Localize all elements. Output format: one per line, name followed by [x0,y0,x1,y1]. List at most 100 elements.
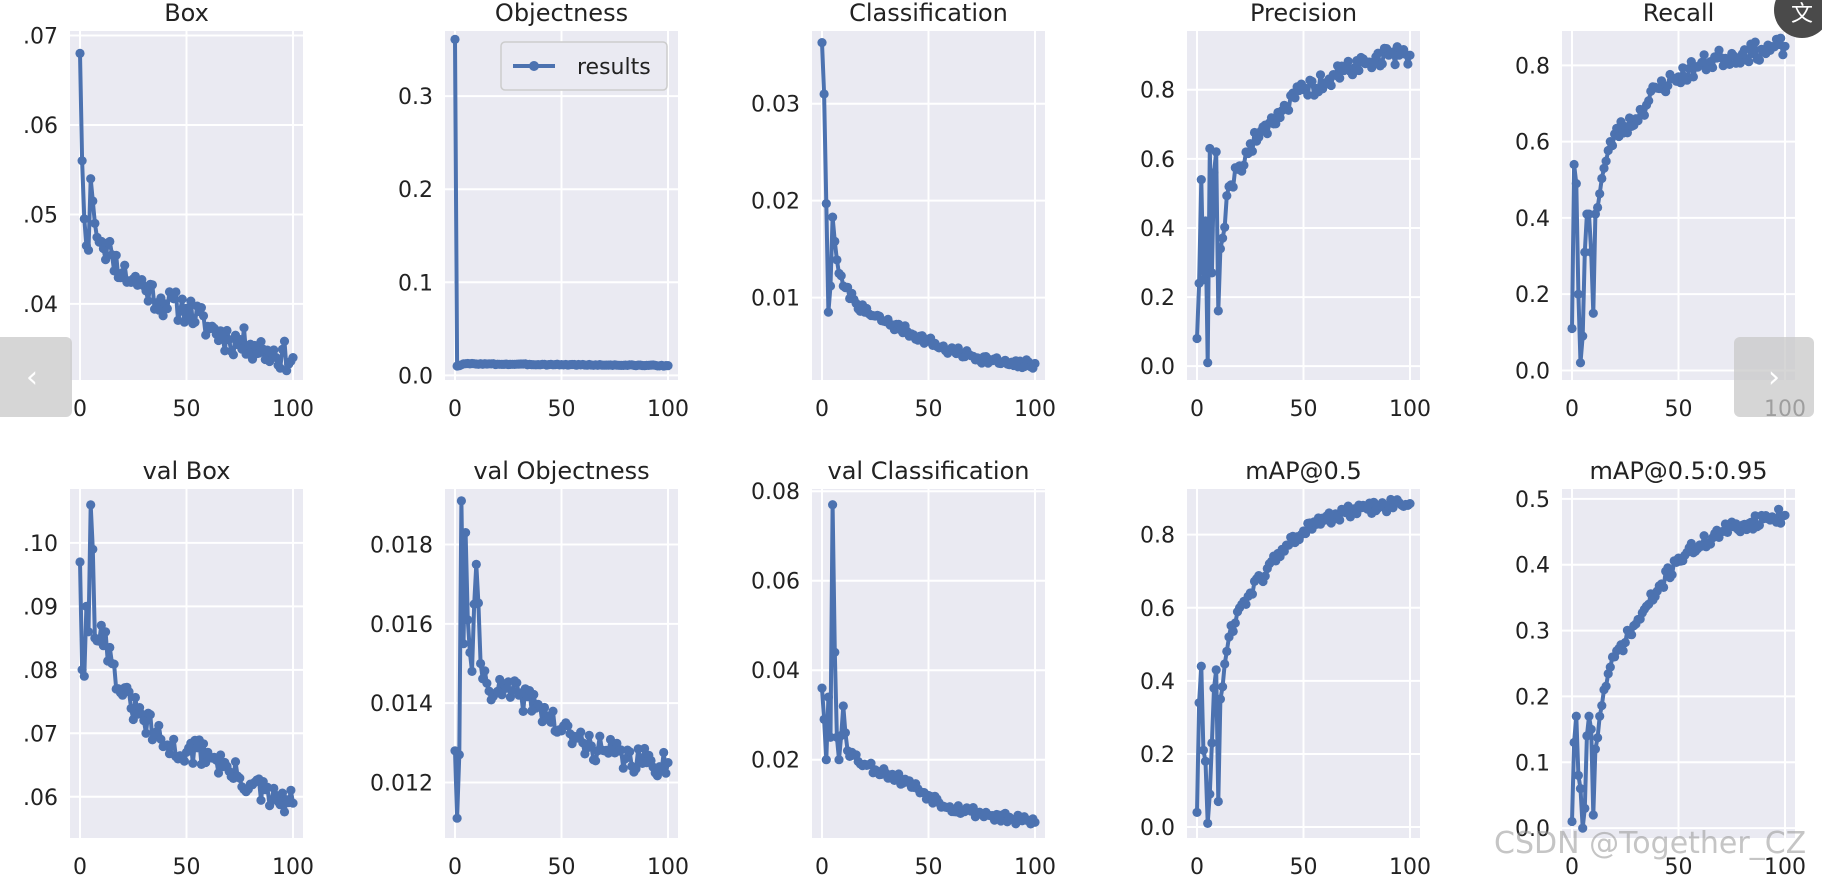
data-point [1699,50,1709,60]
data-point [198,311,209,321]
data-point [563,721,573,731]
data-point [1714,45,1724,55]
data-point [1774,504,1784,514]
data-point [463,615,473,625]
data-point [661,768,671,778]
data-point [482,678,492,688]
y-tick-label: 0.06 [751,570,800,595]
y-tick-label: .06 [23,114,58,139]
data-point [817,38,827,48]
chart-title: Recall [1643,0,1715,27]
y-tick-label: 0.8 [1140,79,1175,104]
data-point [823,307,834,317]
data-point [1573,289,1583,299]
data-point [1230,618,1240,628]
x-tick-label: 0 [1565,855,1579,880]
x-tick-label: 50 [1290,397,1318,422]
x-tick-label: 50 [548,397,576,422]
chart-panel-4: Precision 0 50 100 0.0 0.2 0.4 0.6 0.8 [1140,0,1431,422]
x-tick-label: 50 [173,397,201,422]
data-point [1247,589,1257,599]
y-tick-label: .09 [23,595,58,620]
data-point [618,763,628,773]
data-point [1597,701,1607,711]
chart-title: val Classification [827,457,1029,485]
y-tick-label: 0.02 [751,190,800,215]
data-point [1586,724,1596,734]
data-point [1569,159,1579,170]
chart-title: mAP@0.5:0.95 [1590,457,1768,485]
data-point [1343,56,1353,66]
data-point [1708,62,1718,73]
data-point [866,758,876,768]
y-tick-label: 0.014 [370,692,433,717]
y-tick-label: 0.8 [1515,54,1550,79]
data-point [1207,738,1217,748]
data-point [548,706,558,716]
y-tick-label: 0.2 [1140,286,1175,311]
data-point [141,728,151,738]
x-tick-label: 100 [647,397,689,422]
data-point [288,353,298,363]
data-point [120,260,130,270]
data-point [190,317,200,327]
data-point [181,303,192,313]
data-point [1780,510,1790,520]
data-point [1590,744,1600,754]
data-point [1567,323,1577,334]
y-tick-label: 0.016 [370,613,433,638]
data-point [1580,247,1590,257]
data-point [1200,216,1211,226]
data-point [616,745,626,755]
previous-image-button[interactable]: ‹ [0,337,72,417]
data-point [1750,37,1760,47]
y-tick-label: 0.1 [1515,751,1550,776]
data-point [458,639,469,649]
chart-title: mAP@0.5 [1245,457,1361,485]
data-point [1213,306,1223,316]
data-point [126,703,136,714]
y-tick-label: 0.1 [398,271,433,296]
data-point [1260,571,1270,581]
next-image-button[interactable]: › [1734,337,1814,417]
data-point [179,756,189,766]
data-point [1218,233,1228,243]
data-point [836,271,846,281]
y-tick-label: 0.01 [751,287,800,312]
data-point [1405,499,1415,509]
data-point [75,557,85,567]
data-point [1627,630,1637,640]
data-point [1597,173,1607,184]
data-point [830,647,840,657]
chart-title: val Box [143,457,231,485]
data-point [1290,93,1300,103]
data-point [75,48,85,59]
data-point [286,785,296,795]
data-point [1228,182,1238,192]
data-point [1247,146,1257,156]
chart-panel-6: val Box 0 50 100 .06 .07 .08 .09 .10 [23,457,314,880]
x-tick-label: 50 [1665,855,1693,880]
data-point [663,361,673,371]
data-point [256,795,266,805]
x-tick-label: 50 [1665,397,1693,422]
data-point [1584,209,1594,219]
data-point [576,727,586,737]
data-point [821,199,831,209]
data-point [1688,72,1698,82]
data-point [277,344,287,354]
data-point [1778,50,1788,60]
data-point [620,754,631,764]
data-point [162,304,172,314]
x-tick-label: 100 [1764,855,1806,880]
data-point [1663,81,1673,91]
y-tick-label: 0.02 [751,749,800,774]
data-point [156,734,166,744]
data-point [1218,682,1228,692]
data-point [1030,817,1040,827]
x-tick-label: 50 [548,855,576,880]
data-point [1601,156,1611,166]
data-point [1194,698,1204,708]
data-point [1373,48,1383,58]
data-point [821,755,831,765]
